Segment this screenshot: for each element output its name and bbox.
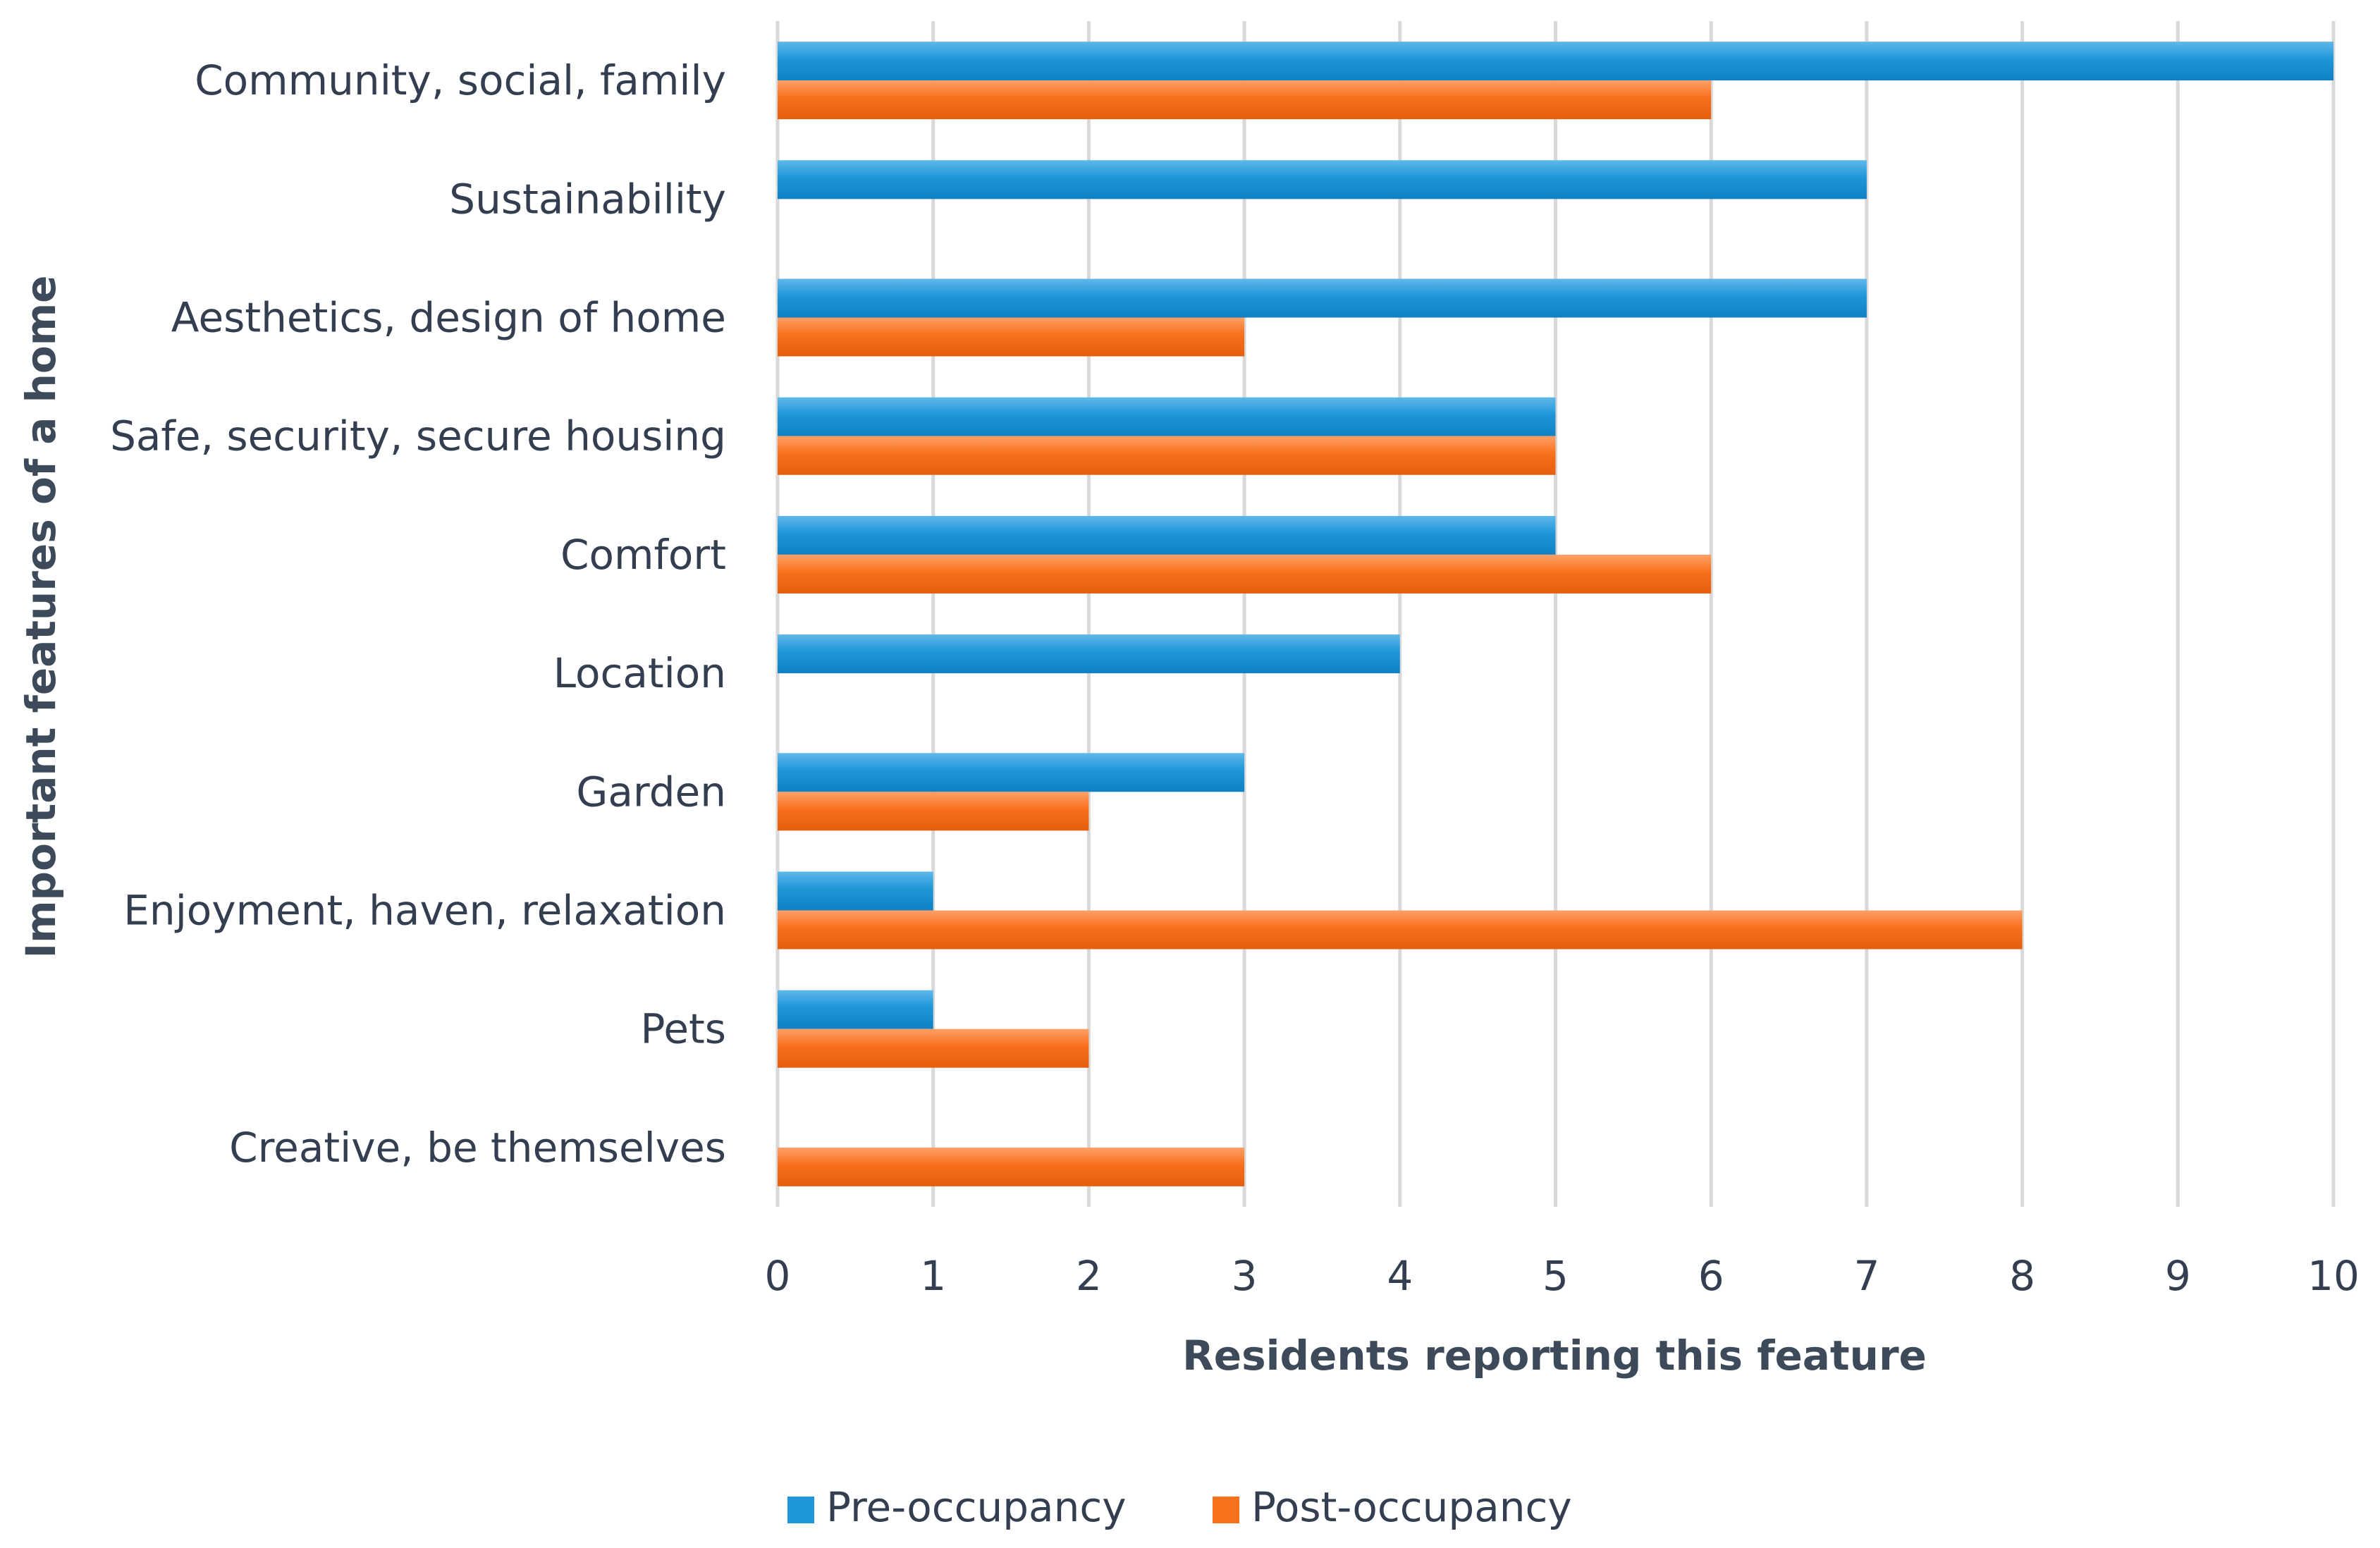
x-tick-10: 10 [2307,1252,2360,1300]
x-tick-5: 5 [1542,1252,1569,1300]
bar-pre-occupancy-location [778,634,1400,674]
x-tick-7: 7 [1853,1252,1879,1300]
x-tick-1: 1 [920,1252,946,1300]
x-tick-6: 6 [1698,1252,1724,1300]
legend: Pre-occupancy Post-occupancy [787,1483,1572,1531]
legend-label-post-occupancy: Post-occupancy [1251,1483,1572,1531]
category-label-creative-be-themselves: Creative, be themselves [229,1124,726,1172]
bar-pre-occupancy-community-social-family [778,42,2333,81]
bar-post-occupancy-aesthetics-design-of-home [778,317,1245,357]
legend-swatch-pre-occupancy [787,1497,814,1523]
category-label-aesthetics-design-of-home: Aesthetics, design of home [171,294,726,342]
category-label-sustainability: Sustainability [449,175,726,223]
bar-post-occupancy-garden [778,792,1089,831]
x-tick-2: 2 [1076,1252,1102,1300]
x-axis-title: Residents reporting this feature [1182,1332,1927,1380]
bar-pre-occupancy-safe-security-secure-housing [778,397,1556,436]
bar-post-occupancy-community-social-family [778,80,1712,120]
y-axis-title: Important features of a home [17,276,65,959]
bar-post-occupancy-comfort [778,554,1712,594]
bar-post-occupancy-creative-be-themselves [778,1147,1245,1186]
category-label-enjoyment-haven-relaxation: Enjoyment, haven, relaxation [123,887,726,935]
x-tick-8: 8 [2009,1252,2035,1300]
x-tick-9: 9 [2165,1252,2191,1300]
legend-label-pre-occupancy: Pre-occupancy [826,1483,1127,1531]
x-tick-labels: 0 1 2 3 4 5 6 7 8 9 10 [765,1252,2360,1300]
bar-pre-occupancy-aesthetics-design-of-home [778,278,1867,318]
category-label-pets: Pets [640,1005,726,1053]
category-label-safe-security-secure-housing: Safe, security, secure housing [110,412,726,460]
category-label-comfort: Comfort [560,531,726,579]
x-tick-3: 3 [1232,1252,1258,1300]
category-label-location: Location [553,649,726,697]
category-label-community-social-family: Community, social, family [195,56,726,104]
category-labels: Community, social, family Sustainability A… [110,56,726,1172]
bar-pre-occupancy-sustainability [778,160,1867,199]
bar-pre-occupancy-garden [778,753,1245,792]
gridlines [775,21,2336,1207]
x-tick-4: 4 [1387,1252,1413,1300]
category-label-garden: Garden [576,768,726,816]
x-tick-0: 0 [765,1252,791,1300]
bar-series [778,42,2333,1186]
bar-pre-occupancy-pets [778,990,933,1029]
bar-post-occupancy-enjoyment-haven-relaxation [778,910,2023,950]
bar-post-occupancy-safe-security-secure-housing [778,436,1556,475]
legend-swatch-post-occupancy [1213,1497,1239,1523]
bar-pre-occupancy-enjoyment-haven-relaxation [778,871,933,911]
bar-post-occupancy-pets [778,1028,1089,1068]
bar-pre-occupancy-comfort [778,515,1556,555]
